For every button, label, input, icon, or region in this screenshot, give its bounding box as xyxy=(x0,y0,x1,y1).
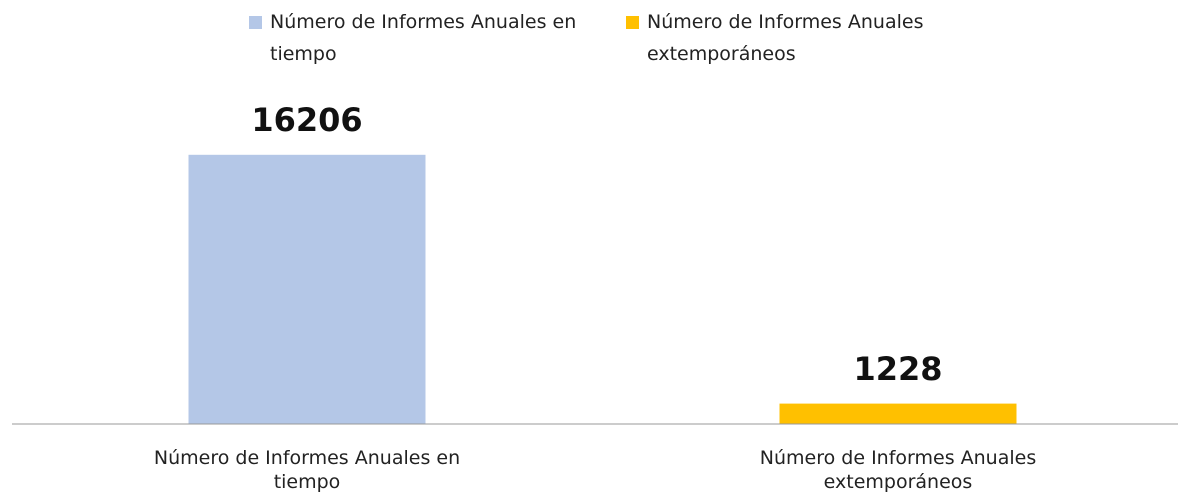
data-label: 16206 xyxy=(251,100,363,139)
legend-swatch xyxy=(249,16,262,29)
x-tick-label: Número de Informes Anuales en tiempo xyxy=(153,447,461,493)
data-label: 1228 xyxy=(853,349,943,388)
legend-label: Número de Informes Anuales extemporáneos xyxy=(647,11,924,65)
bar xyxy=(188,154,426,424)
legend-swatch xyxy=(626,16,639,29)
bar xyxy=(779,403,1017,424)
legend-label: Número de Informes Anuales en tiempo xyxy=(270,11,577,65)
x-tick-label: Número de Informes Anuales extemporáneos xyxy=(759,447,1037,493)
